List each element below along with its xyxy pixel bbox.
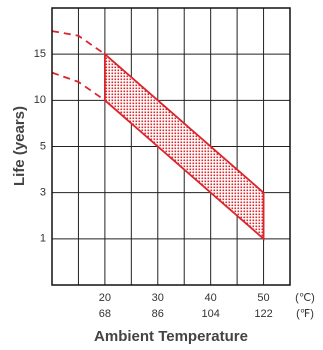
extrapolation-line <box>51 71 106 102</box>
x-axis-label: Ambient Temperature <box>94 328 248 345</box>
x-tick-label: 20 <box>99 292 111 304</box>
extrapolation-line <box>51 30 106 55</box>
x-tick-label: 50 <box>257 292 269 304</box>
plot-frame <box>51 7 291 286</box>
life-band <box>103 52 265 241</box>
x2-tick-label: 104 <box>201 308 219 320</box>
x2-tick-label: 86 <box>152 308 164 320</box>
x2-tick-label: 122 <box>254 308 272 320</box>
x2-tick-label: 68 <box>99 308 111 320</box>
x-tick-label: 30 <box>152 292 164 304</box>
y-tick-label: 5 <box>40 140 46 152</box>
x2-unit: (℉) <box>296 308 314 320</box>
y-tick-label: 15 <box>34 48 46 60</box>
y-tick-label: 1 <box>40 233 46 245</box>
y-tick-label: 10 <box>34 94 46 106</box>
y-tick-label: 3 <box>40 187 46 199</box>
y-axis-label: Life (years) <box>11 106 28 186</box>
x-unit: (℃) <box>295 292 315 304</box>
x-tick-label: 40 <box>205 292 217 304</box>
